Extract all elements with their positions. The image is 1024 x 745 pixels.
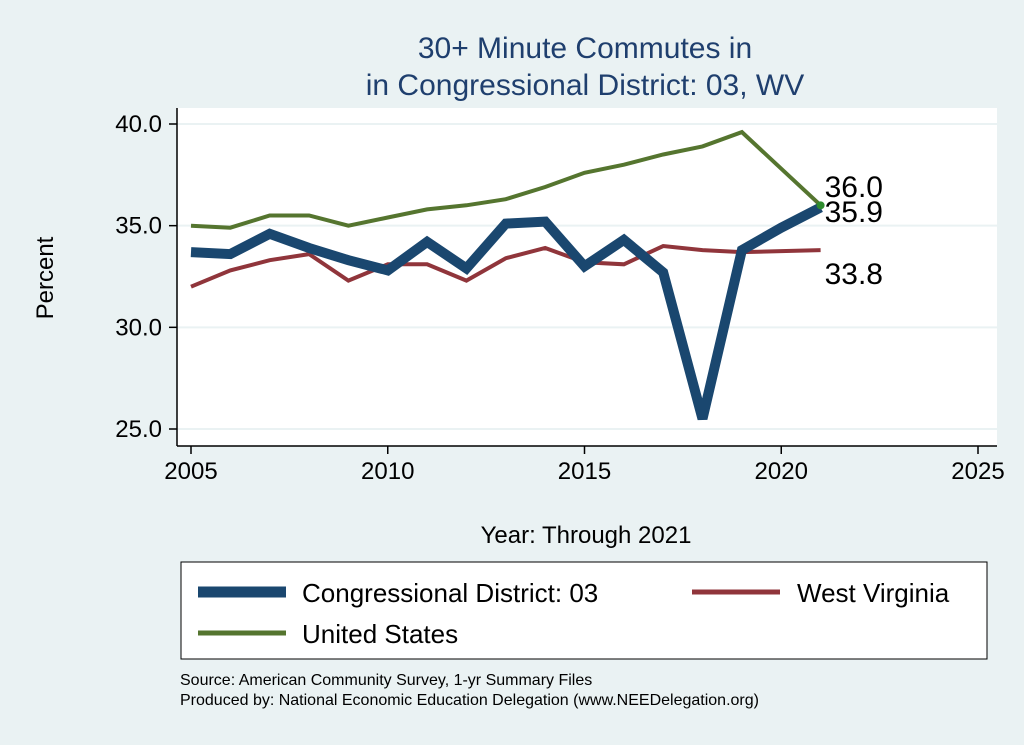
x-axis-title: Year: Through 2021 <box>481 522 692 549</box>
end-label-series-1: 33.8 <box>825 258 883 291</box>
gridlines <box>177 123 997 430</box>
produced-by-note: Produced by: National Economic Education… <box>180 692 759 709</box>
x-tick-label-2020: 2020 <box>755 458 808 485</box>
x-tick-label-2025: 2025 <box>951 458 1004 485</box>
end-label-series-2: 36.0 <box>825 171 883 204</box>
plot-area <box>177 108 997 446</box>
x-tick-label-2005: 2005 <box>164 458 217 485</box>
series-layer <box>190 129 825 421</box>
legend-box <box>180 561 988 660</box>
series-line-2 <box>190 129 822 230</box>
y-axis-title: Percent <box>32 236 59 319</box>
x-tick-label-2010: 2010 <box>361 458 414 485</box>
legend: Congressional District: 03 West Virginia U… <box>198 578 950 649</box>
series-end-marker-2 <box>816 201 825 210</box>
chart-title-line-2: in Congressional District: 03, WV <box>366 69 805 102</box>
y-tick-label-25.0: 25.0 <box>115 416 162 443</box>
y-tick-label-40.0: 40.0 <box>115 111 162 138</box>
legend-label-2: United States <box>302 619 458 649</box>
y-tick-label-30.0: 30.0 <box>115 314 162 341</box>
chart-title-line-1: 30+ Minute Commutes in <box>418 32 752 65</box>
axes: 25.0 30.0 35.0 40.0 2005 2010 2015 2020 2025 <box>115 108 1005 485</box>
end-labels: 36.035.9 33.8 <box>825 171 883 291</box>
legend-label-1: West Virginia <box>797 578 950 608</box>
x-tick-label-2015: 2015 <box>558 458 611 485</box>
series-line-1 <box>190 243 821 289</box>
series-line-0 <box>190 202 823 421</box>
legend-label-0: Congressional District: 03 <box>302 578 598 608</box>
source-note: Source: American Community Survey, 1-yr … <box>180 672 593 689</box>
end-label-series-0: 35.9 <box>825 196 883 229</box>
y-tick-label-35.0: 35.0 <box>115 213 162 240</box>
